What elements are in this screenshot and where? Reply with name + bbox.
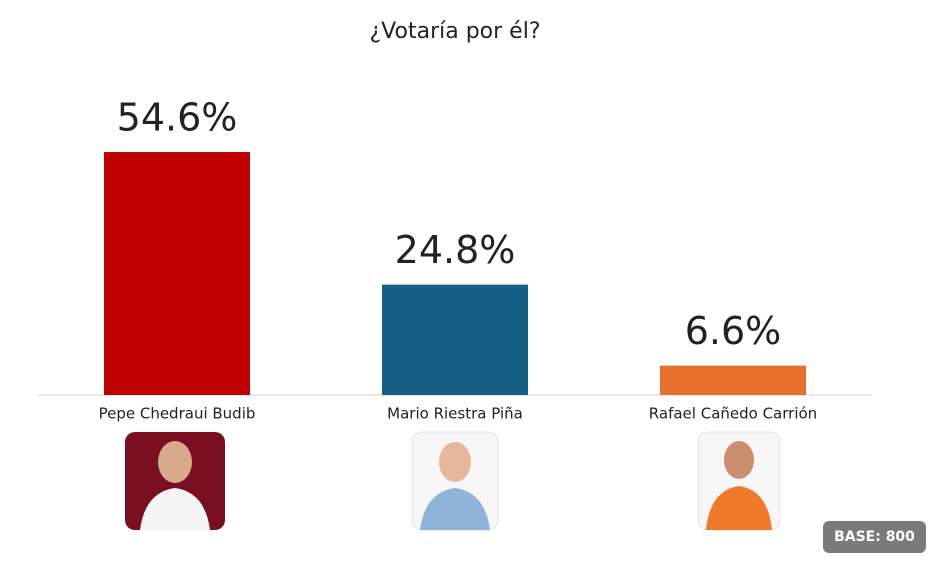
chart-title: ¿Votaría por él? [369,19,540,44]
value-label: 6.6% [685,309,782,353]
category-label: Pepe Chedraui Budib [99,405,256,423]
bar [660,365,806,395]
bar [104,152,250,395]
base-note: BASE: 800 [834,529,915,545]
category-label: Mario Riestra Piña [387,405,523,423]
portrait [411,431,499,531]
value-label: 54.6% [117,96,238,140]
portrait [697,431,781,531]
portrait [125,432,225,530]
value-label: 24.8% [395,228,516,272]
category-label: Rafael Cañedo Carrión [649,405,817,423]
bar [382,284,528,395]
base-badge [823,521,926,553]
